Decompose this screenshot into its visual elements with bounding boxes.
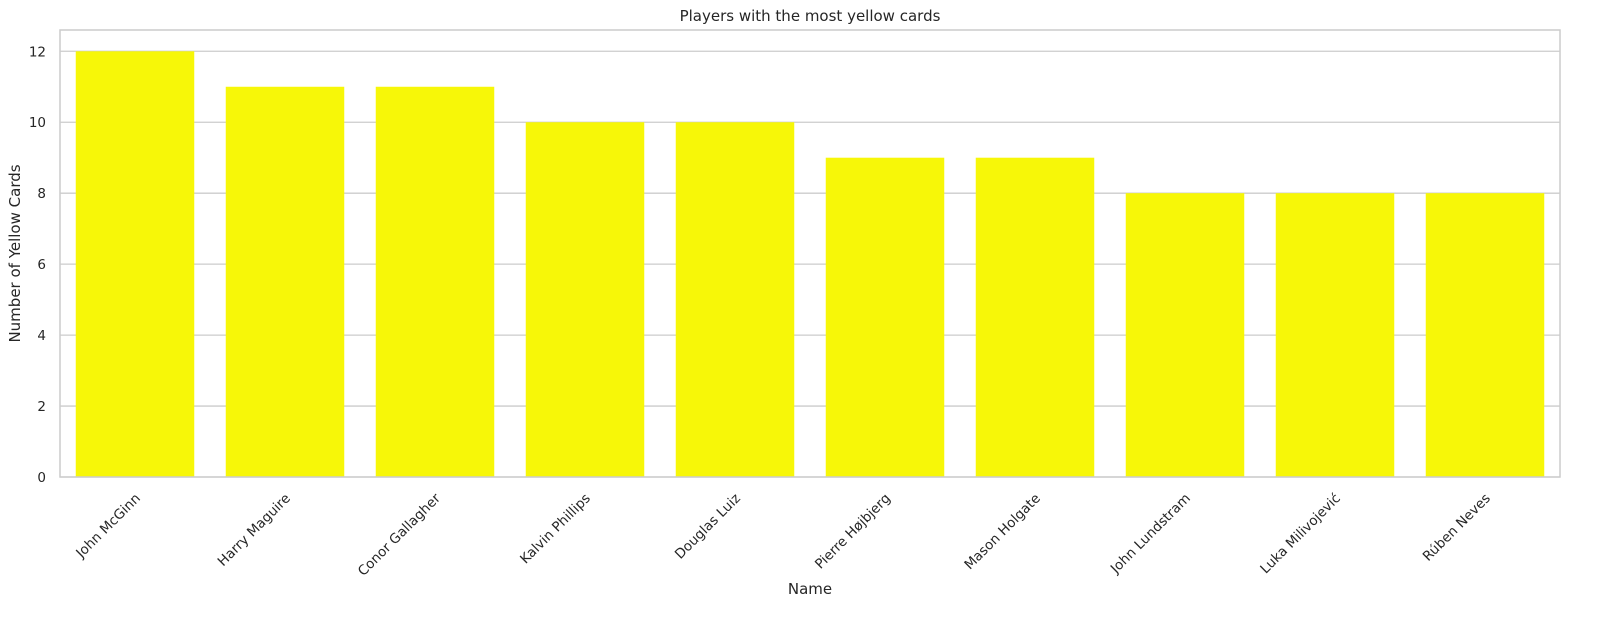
bar bbox=[225, 86, 345, 477]
x-tick-label: John Lundstram bbox=[1107, 491, 1194, 578]
x-tick-label: John McGinn bbox=[72, 491, 143, 562]
bar bbox=[375, 86, 495, 477]
bars bbox=[75, 51, 1545, 478]
y-tick-label: 2 bbox=[37, 399, 46, 415]
x-tick-label: Mason Holgate bbox=[961, 491, 1043, 573]
x-tick-label: Rúben Neves bbox=[1420, 491, 1494, 565]
y-tick-label: 0 bbox=[37, 470, 46, 486]
bar bbox=[1275, 193, 1395, 477]
x-tick-label: Luka Milivojević bbox=[1257, 491, 1344, 578]
x-tick-label: Douglas Luiz bbox=[672, 491, 744, 563]
bar bbox=[975, 157, 1095, 477]
y-tick-label: 4 bbox=[37, 328, 46, 344]
y-tick-label: 8 bbox=[37, 186, 46, 202]
y-tick-label: 12 bbox=[29, 44, 46, 60]
y-tick-label: 6 bbox=[37, 257, 46, 273]
x-tick-labels: John McGinn Harry Maguire Conor Gallagher K… bbox=[72, 490, 1493, 579]
bar bbox=[675, 122, 795, 477]
x-tick-label: Conor Gallagher bbox=[355, 490, 444, 579]
axes-frame bbox=[59, 29, 1561, 478]
y-tick-labels: 0 2 4 6 8 10 12 bbox=[29, 44, 46, 486]
x-tick-label: Harry Maguire bbox=[215, 491, 294, 570]
x-tick-label: Kalvin Phillips bbox=[517, 491, 594, 568]
chart-title: Players with the most yellow cards bbox=[680, 7, 941, 25]
x-axis-label: Name bbox=[788, 580, 832, 598]
bar bbox=[1425, 193, 1545, 477]
y-tick-label: 10 bbox=[29, 115, 46, 131]
bar bbox=[525, 122, 645, 477]
y-axis-label: Number of Yellow Cards bbox=[6, 164, 24, 342]
x-tick-label: Pierre Højbjerg bbox=[812, 491, 894, 573]
bar bbox=[825, 157, 945, 477]
bar bbox=[1125, 193, 1245, 477]
bar bbox=[75, 51, 195, 478]
